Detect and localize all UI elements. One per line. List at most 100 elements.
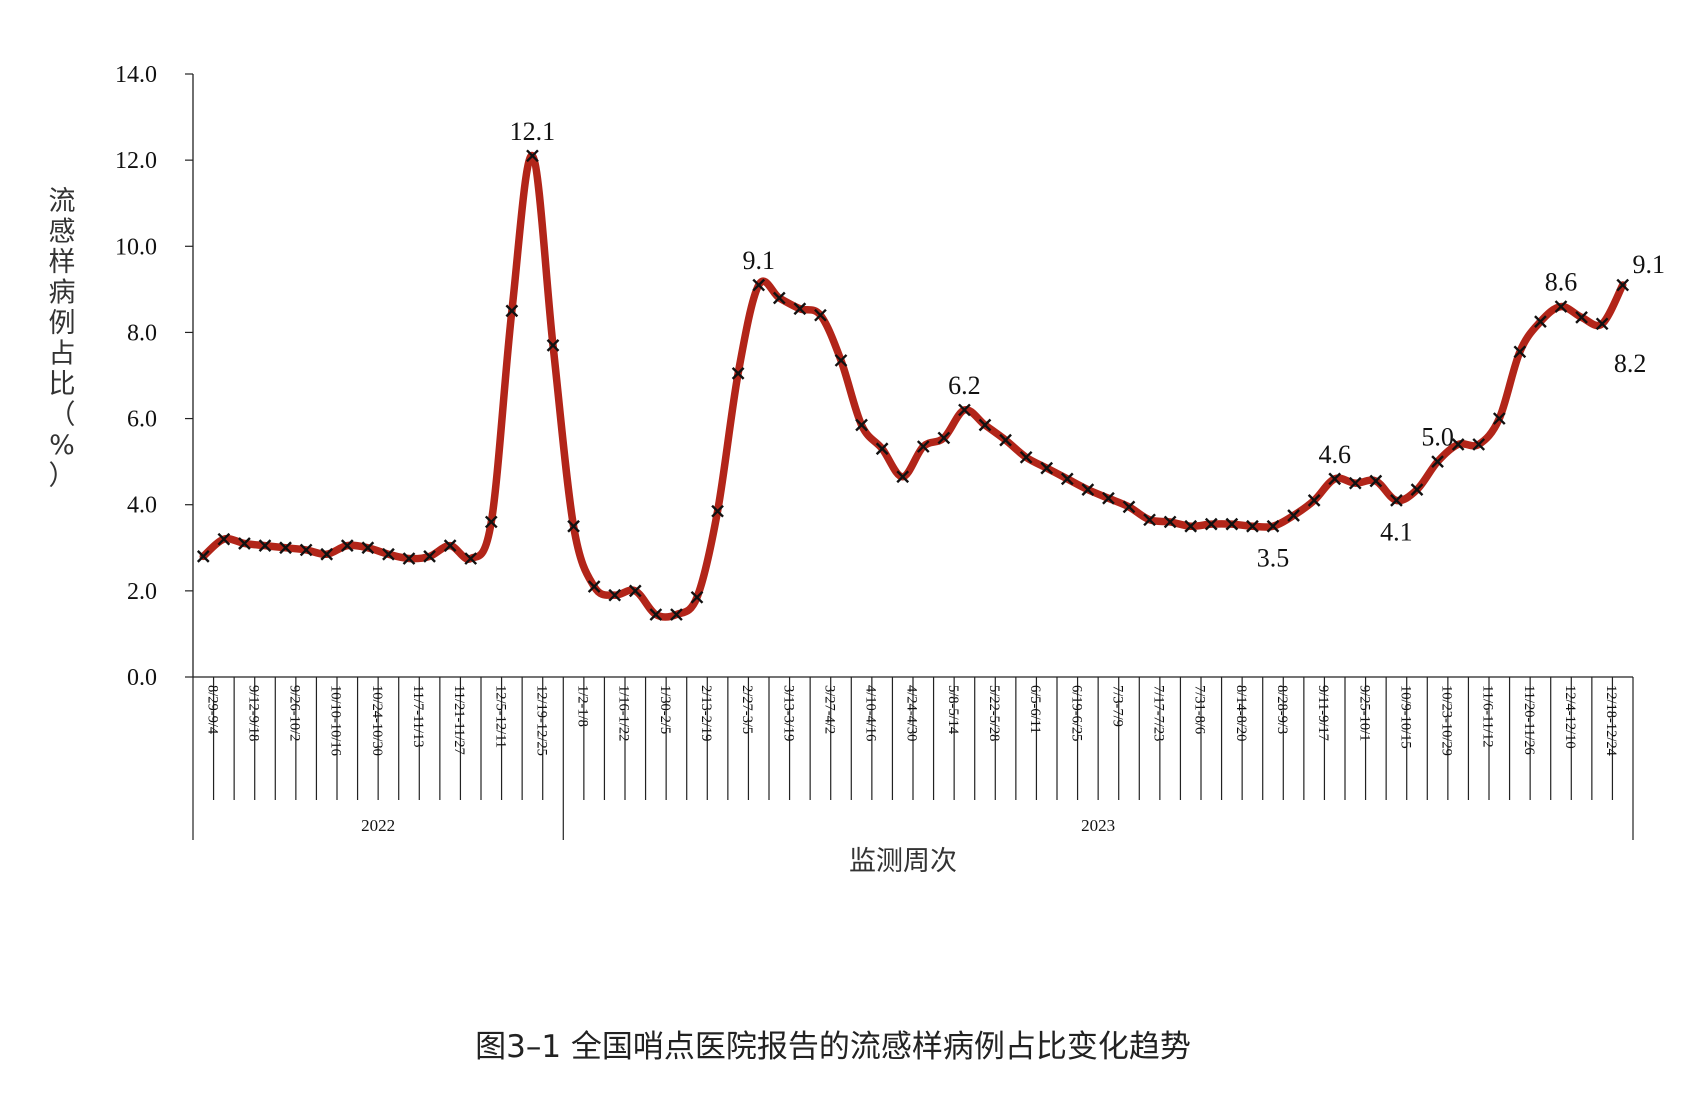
x-tick-label: 12/18-12/24: [1603, 685, 1619, 757]
x-tick-label: 12/4-12/10: [1562, 685, 1578, 749]
data-point: [608, 588, 622, 602]
x-tick-label: 4/24-4/30: [904, 685, 920, 741]
data-point: [1534, 315, 1547, 329]
data-label: 4.1: [1380, 517, 1413, 546]
data-point: [1575, 311, 1588, 324]
data-point: [587, 580, 601, 593]
data-point: [1287, 509, 1300, 522]
y-tick-label: 4.0: [127, 493, 157, 519]
x-tick-label: 1/16-1/22: [616, 685, 632, 741]
data-point: [1369, 474, 1383, 488]
data-point: [1616, 278, 1630, 292]
data-label: 8.2: [1614, 349, 1647, 378]
data-point: [1390, 494, 1403, 507]
x-tick-label: 9/26-10/2: [287, 685, 303, 741]
year-groups: 2022 2023: [192, 800, 1634, 840]
data-point: [1266, 519, 1280, 533]
data-point: [793, 302, 807, 316]
data-point: [484, 515, 498, 529]
data-point: [361, 541, 375, 555]
data-point: [1431, 455, 1444, 468]
figure-caption: 图3–1 全国哨点医院报告的流感样病例占比变化趋势: [475, 1029, 1191, 1065]
data-point: [1019, 450, 1033, 464]
x-tick-label: 7/17-7/23: [1151, 685, 1167, 741]
data-point: [1348, 476, 1362, 490]
x-tick-label: 11/6-11/12: [1480, 685, 1496, 748]
data-point: [896, 470, 910, 484]
x-tick-label: 10/24-10/30: [369, 685, 385, 756]
data-point: [834, 354, 848, 367]
data-point: [1246, 519, 1259, 533]
x-tick-label: 3/13-3/19: [780, 685, 796, 741]
x-tick-label: 7/31-8/6: [1192, 685, 1208, 734]
x-tick-label: 7/3-7/9: [1109, 685, 1125, 727]
data-label: 8.6: [1545, 268, 1578, 297]
data-label: 9.1: [742, 246, 775, 275]
x-tick-label: 3/27-4/2: [821, 685, 837, 734]
x-tick-label: 6/19-6/25: [1068, 685, 1084, 741]
y-tick-label: 8.0: [127, 320, 157, 346]
x-tick-label: 10/23-10/29: [1439, 685, 1455, 756]
x-tick-label: 11/20-11/26: [1521, 685, 1537, 755]
data-label: 9.1: [1632, 250, 1665, 279]
chart-axes: [192, 74, 1633, 678]
data-point: [1410, 483, 1424, 496]
data-point: [423, 550, 436, 563]
x-tick-label: 10/9-10/15: [1397, 685, 1413, 749]
data-point: [690, 590, 704, 604]
data-point: [505, 304, 519, 318]
x-tick-label: 8/14-8/20: [1233, 685, 1249, 741]
x-tick-label: 5/8-5/14: [945, 685, 961, 735]
data-point: [1492, 412, 1506, 425]
data-point: [258, 539, 272, 552]
data-label: 12.1: [510, 117, 556, 146]
data-point: [238, 537, 251, 550]
y-tick-label: 12.0: [115, 148, 157, 174]
data-point: [999, 433, 1012, 447]
x-tick-label: 12/19-12/25: [533, 685, 549, 756]
y-axis-ticks: 0.0 2.0 4.0 6.0 8.0 10.0 12.0 14.0: [115, 62, 193, 691]
data-point: [937, 431, 951, 445]
data-point: [1184, 519, 1198, 533]
data-point: [958, 403, 971, 417]
data-point: [1554, 300, 1568, 313]
data-point: [1225, 517, 1239, 531]
x-tick-label: 9/11-9/17: [1315, 685, 1331, 741]
data-point: [1081, 483, 1095, 496]
data-point: [875, 442, 889, 456]
data-point: [546, 339, 560, 352]
data-point: [772, 291, 786, 305]
x-tick-label: 2/27-3/5: [739, 685, 755, 734]
data-point: [670, 608, 683, 621]
data-point: [752, 278, 766, 292]
x-tick-label: 11/21-11/27: [451, 685, 467, 755]
x-tick-label: 10/10-10/16: [328, 685, 344, 756]
data-point: [1143, 513, 1156, 527]
y-tick-label: 14.0: [115, 62, 157, 88]
series-line: [199, 152, 1627, 621]
data-point: [978, 418, 992, 432]
data-point: [1102, 491, 1115, 505]
x-axis-ticks: 8/29-9/4 9/12-9/18 9/26-10/2 10/10-10/16 10/…: [192, 677, 1634, 800]
x-tick-label: 2/13-2/19: [698, 685, 714, 741]
x-tick-label: 1/2-1/8: [575, 685, 591, 727]
data-label: 3.5: [1257, 543, 1290, 572]
data-point: [1595, 317, 1609, 331]
y-tick-label: 0.0: [127, 665, 157, 691]
x-tick-label: 11/7-11/13: [410, 685, 426, 748]
data-point: [814, 308, 827, 322]
data-point: [464, 552, 478, 565]
data-label: 5.0: [1421, 423, 1454, 452]
x-tick-label: 5/22-5/28: [986, 685, 1002, 741]
data-point: [217, 532, 231, 546]
x-tick-label: 12/5-12/11: [492, 685, 508, 748]
data-point: [526, 149, 539, 163]
data-point: [299, 543, 313, 557]
y-tick-label: 10.0: [115, 234, 157, 260]
x-tick-label: 6/5-6/11: [1027, 685, 1043, 734]
data-point: [567, 519, 580, 533]
data-point: [916, 440, 930, 453]
data-point: [1040, 461, 1054, 475]
data-point: [1307, 494, 1321, 507]
